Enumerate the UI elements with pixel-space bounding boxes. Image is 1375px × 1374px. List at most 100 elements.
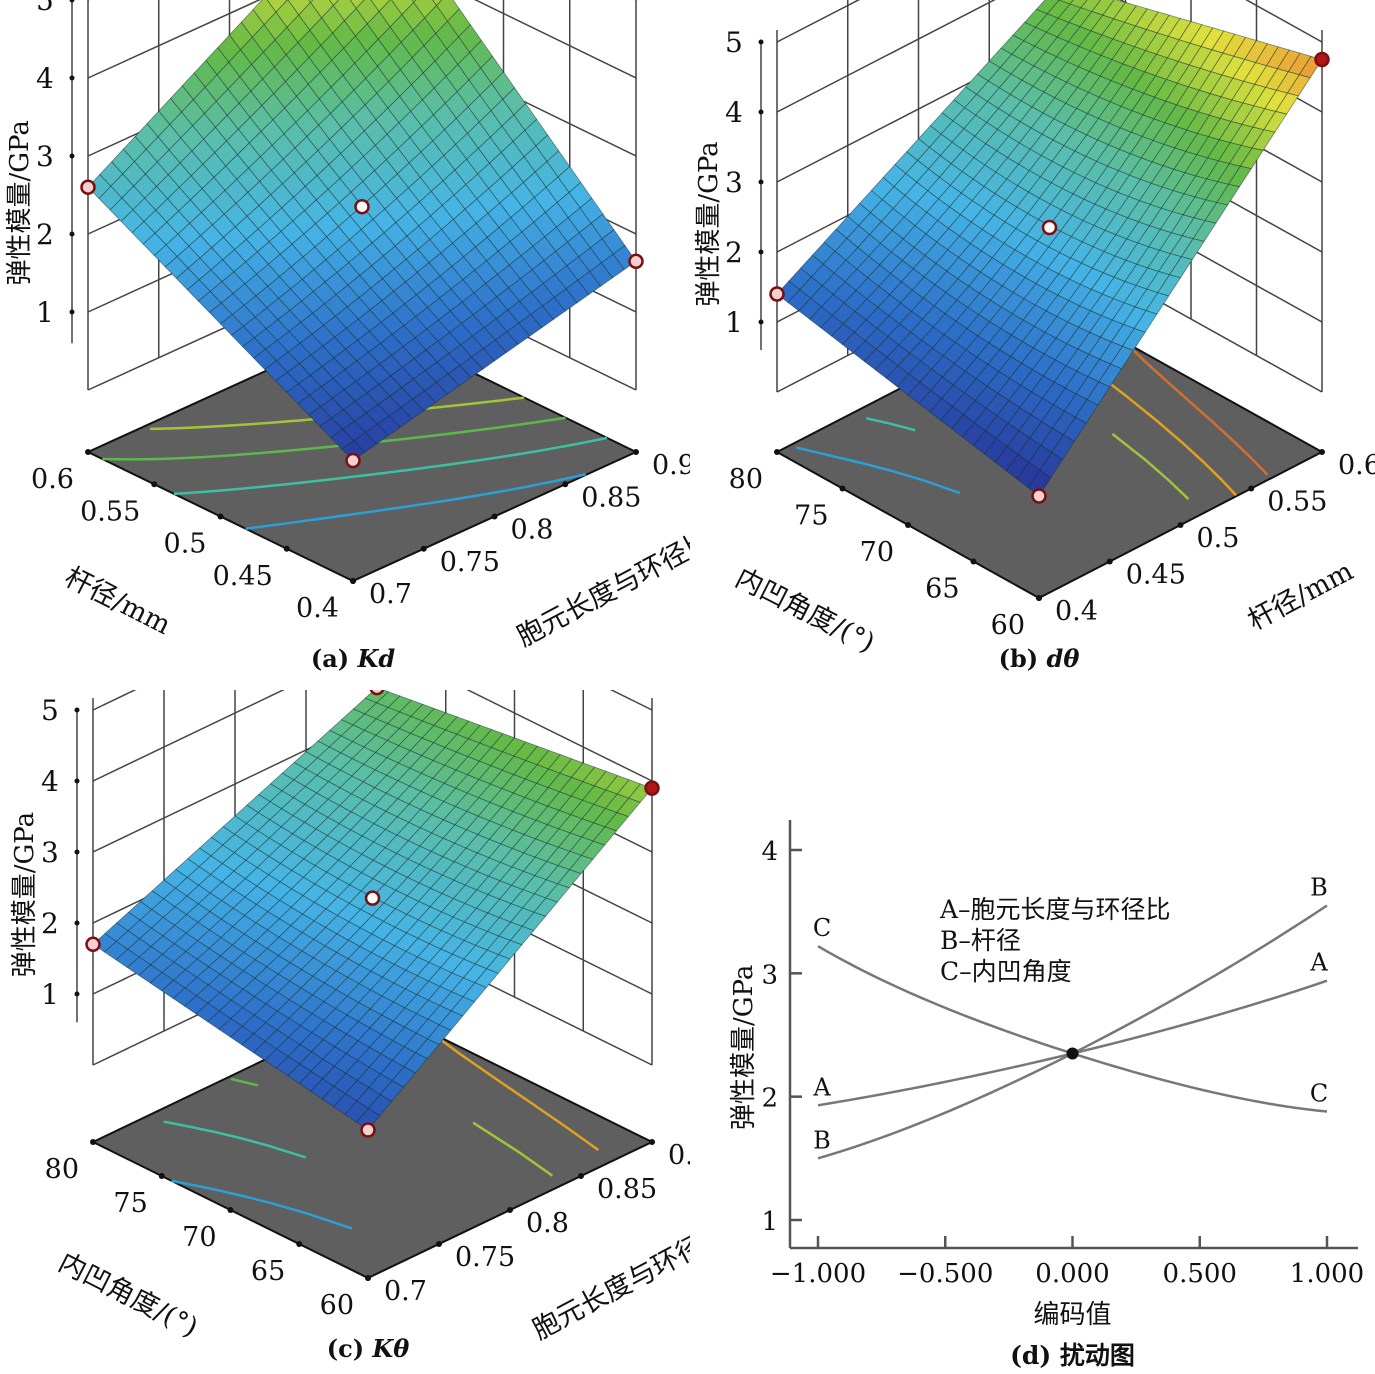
y-tick <box>365 1275 371 1281</box>
y-tick <box>491 513 498 520</box>
series-line-A <box>817 979 1328 1107</box>
y-tick-label: 2 <box>761 1084 778 1114</box>
x-tick <box>283 545 290 552</box>
caption-variable: Kd <box>356 644 395 673</box>
x-tick-label: 0.500 <box>1163 1259 1237 1289</box>
z-tick-label: 4 <box>725 96 743 129</box>
design-point <box>369 690 385 696</box>
y-tick-label: 0.6 <box>1338 450 1375 481</box>
design-point <box>1031 488 1047 504</box>
series-line-C <box>817 945 1328 1113</box>
z-tick <box>69 75 75 81</box>
y-tick-label: 0.45 <box>1126 560 1186 591</box>
z-axis-label: 弹性模量/GPa <box>5 120 35 285</box>
y-tick-label: 0.5 <box>1197 523 1240 554</box>
y-tick <box>350 578 356 584</box>
x-tick-label: 0.4 <box>296 593 339 624</box>
x-tick-label: 70 <box>182 1222 216 1253</box>
grid-line <box>776 0 861 43</box>
y-tick-label: 0.8 <box>511 515 554 546</box>
x-tick-label: 60 <box>991 610 1025 641</box>
contour-line <box>171 1179 353 1230</box>
x-tick <box>839 485 846 492</box>
x-axis-label: 内凹角度/(°) <box>54 1247 203 1343</box>
z-tick <box>758 109 764 115</box>
grid-line <box>1245 0 1323 43</box>
caption-prefix: (c) <box>327 1334 373 1363</box>
x-axis-label: 内凹角度/(°) <box>730 562 879 658</box>
z-tick-label: 3 <box>36 140 54 173</box>
design-point <box>354 198 370 215</box>
contour-line <box>173 436 608 496</box>
perturbation-plot-d: 1 2 3 4 −1.000 −0.500 0.000 0.500 1.000 编码值 弹性模量/G… <box>729 820 1364 1370</box>
y-tick <box>1248 485 1255 492</box>
z-tick-label: 2 <box>725 236 743 269</box>
design-point <box>345 452 361 469</box>
z-tick <box>69 153 75 159</box>
z-tick <box>74 707 80 713</box>
z-tick-label: 1 <box>36 296 54 329</box>
y-tick <box>1106 558 1113 565</box>
contour-line <box>1124 341 1269 476</box>
y-tick <box>436 1241 442 1247</box>
contour-line <box>163 1120 307 1159</box>
y-tick <box>507 1207 513 1213</box>
z-tick <box>74 920 80 926</box>
series-label-left-C: C <box>813 914 831 942</box>
design-point <box>1314 51 1330 68</box>
y-axis-label: 弹性模量/GPa <box>729 965 759 1130</box>
z-tick-label: 5 <box>41 694 59 727</box>
design-point <box>360 1122 376 1138</box>
x-tick <box>217 513 224 520</box>
y-tick <box>578 1173 584 1179</box>
design-point <box>628 253 644 270</box>
caption-variable: Kθ <box>371 1334 409 1363</box>
y-tick <box>633 449 639 455</box>
z-tick-label: 4 <box>41 765 59 798</box>
z-tick-label: 3 <box>725 166 743 199</box>
z-tick <box>69 309 75 315</box>
contour-line <box>795 446 961 495</box>
series-label-right-B: B <box>1310 874 1328 902</box>
contour-line <box>230 1077 259 1087</box>
x-axis-label: 杆径/mm <box>60 562 176 642</box>
panel-caption: (b) dθ <box>999 644 1080 673</box>
caption-variable: dθ <box>1047 644 1080 673</box>
z-tick-label: 1 <box>41 978 59 1011</box>
z-tick-label: 3 <box>41 836 59 869</box>
legend-entry: C–内凹角度 <box>940 957 1072 986</box>
design-point <box>769 286 785 302</box>
x-tick <box>296 1241 303 1247</box>
x-tick-label: 0.55 <box>80 496 140 527</box>
z-tick <box>74 991 80 997</box>
x-tick-label: 75 <box>113 1188 147 1219</box>
y-tick-label: 4 <box>761 837 778 867</box>
x-tick-label: 65 <box>925 574 959 605</box>
y-tick-label: 0.75 <box>455 1242 515 1273</box>
x-tick-label: 80 <box>729 464 763 495</box>
x-tick <box>158 1173 165 1179</box>
y-tick <box>420 545 427 552</box>
design-point <box>80 179 96 195</box>
contour-line <box>865 417 916 432</box>
z-axis-label: 弹性模量/GPa <box>10 812 40 977</box>
series-label-left-B: B <box>813 1126 831 1154</box>
contour-line <box>1111 432 1190 500</box>
z-tick <box>74 778 80 784</box>
caption-prefix: (b) <box>999 644 1047 673</box>
y-tick-label: 0.55 <box>1267 487 1327 518</box>
z-tick <box>69 0 75 3</box>
x-tick-label: 75 <box>794 501 828 532</box>
legend-entry: B–杆径 <box>940 926 1021 955</box>
z-tick-label: 5 <box>36 0 54 17</box>
z-tick-label: 2 <box>36 218 54 251</box>
y-tick-label: 0.9 <box>652 450 690 481</box>
caption-prefix: (a) <box>311 644 358 673</box>
y-tick <box>562 481 569 488</box>
contour-line <box>431 1032 600 1152</box>
surface-plot-b: 1 2 3 4 5 弹性模量/GPa 80 75 70 65 60 0.4 0.45 0.5 0.55 0.6… <box>694 0 1375 673</box>
y-tick-label: 3 <box>761 960 778 990</box>
contour-line <box>472 1121 554 1177</box>
y-tick-label: 0.75 <box>440 547 500 578</box>
design-point <box>85 936 101 953</box>
